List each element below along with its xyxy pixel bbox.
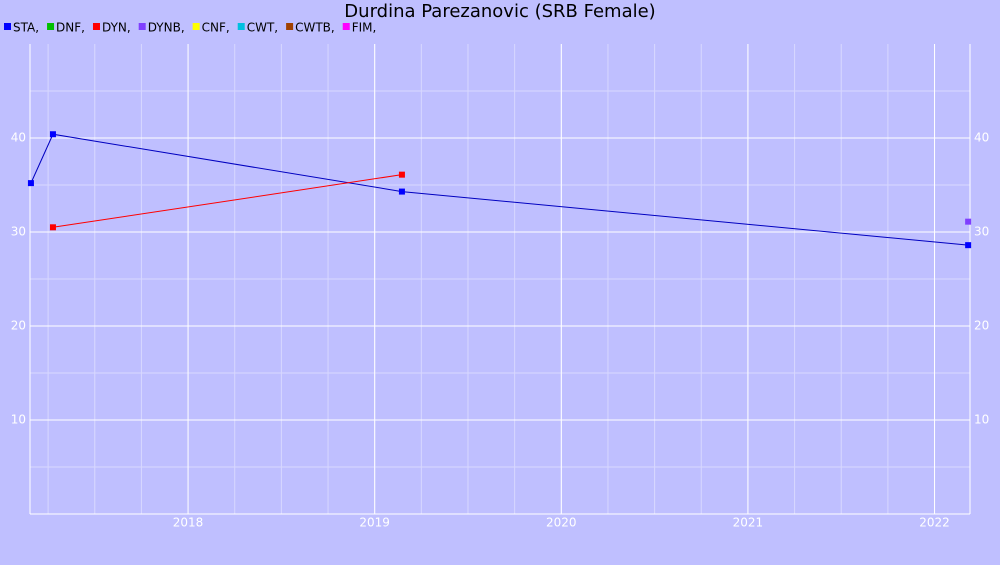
data-point — [965, 218, 972, 225]
legend-label: DNF, — [56, 21, 85, 35]
x-tick-label: 2022 — [919, 516, 950, 530]
legend-swatch — [342, 23, 350, 30]
data-point — [398, 171, 405, 178]
legend-label: DYNB, — [148, 21, 185, 35]
legend-label: DYN, — [102, 21, 131, 35]
y-tick-label: 20 — [11, 319, 26, 333]
data-point — [49, 224, 56, 231]
legend-label: CNF, — [202, 21, 230, 35]
data-point — [398, 188, 405, 195]
y2-tick-label: 40 — [974, 131, 989, 145]
legend-swatch — [237, 23, 245, 30]
legend-swatch — [4, 23, 11, 30]
x-tick-label: 2020 — [546, 516, 577, 530]
y-tick-label: 30 — [11, 225, 26, 239]
x-tick-label: 2018 — [173, 516, 204, 530]
series-line — [30, 133, 969, 246]
x-tick-label: 2021 — [733, 516, 764, 530]
legend-label: FIM, — [352, 21, 377, 35]
legend-swatch — [192, 23, 200, 30]
y-tick-label: 10 — [11, 413, 26, 427]
legend-swatch — [92, 23, 100, 30]
y2-tick-label: 20 — [974, 319, 989, 333]
series-line — [52, 174, 403, 228]
legend-swatch — [138, 23, 146, 30]
legend-label: STA, — [13, 21, 39, 35]
legend-label: CWTB, — [295, 21, 335, 35]
y2-tick-label: 10 — [974, 413, 989, 427]
legend-swatch — [47, 23, 55, 30]
x-tick-label: 2019 — [359, 516, 390, 530]
y2-tick-label: 30 — [974, 225, 989, 239]
data-point — [49, 131, 56, 138]
legend-swatch — [286, 23, 294, 30]
data-point — [965, 242, 972, 249]
chart-title: Durdina Parezanovic (SRB Female) — [344, 1, 655, 22]
data-point — [27, 180, 34, 187]
y-tick-label: 40 — [11, 131, 26, 145]
legend-label: CWT, — [247, 21, 278, 35]
